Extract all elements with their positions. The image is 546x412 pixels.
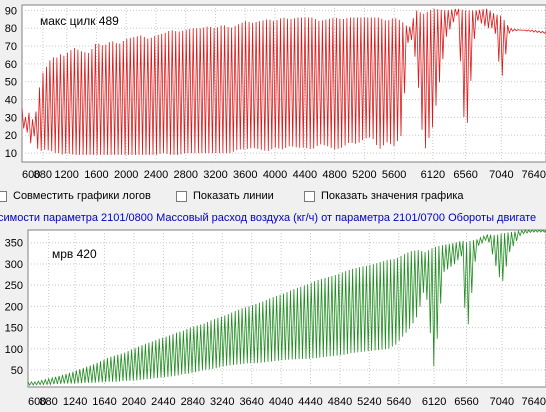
x-tick-label: 6560	[454, 396, 478, 408]
series-line	[27, 229, 546, 387]
y-tick-label: 250	[5, 280, 23, 292]
x-tick-label: 6560	[453, 169, 477, 181]
x-tick-label: 7040	[489, 169, 513, 181]
y-tick-label: 70	[5, 41, 17, 53]
x-tick-label: 3200	[203, 169, 227, 181]
y-tick-label: 10	[5, 148, 17, 160]
show-values-option[interactable]: Показать значения графика	[304, 190, 464, 202]
y-tick-label: 60	[5, 59, 17, 71]
x-tick-label: 4800	[322, 169, 346, 181]
x-tick-label: 7640	[522, 396, 546, 408]
x-tick-label: 6120	[422, 396, 446, 408]
show-lines-option[interactable]: Показать линии	[176, 190, 274, 202]
y-tick-label: 30	[5, 112, 17, 124]
combine-logs-label: Совместить графики логов	[13, 190, 151, 202]
y-tick-label: 50	[11, 365, 23, 377]
x-tick-label: 3600	[233, 169, 257, 181]
x-tick-label: 4400	[293, 169, 317, 181]
x-tick-label: 880	[34, 169, 52, 181]
y-tick-label: 50	[5, 77, 17, 89]
x-tick-label: 880	[39, 396, 57, 408]
x-tick-label: 1200	[54, 169, 78, 181]
chart-caption: симости параметра 2101/0800 Массовый рас…	[0, 212, 537, 224]
x-tick-label: 4040	[269, 396, 293, 408]
bottom-chart-panel[interactable]: мрв 420 600 880 1240 1640 2040 2440 2840 3240 36…	[0, 228, 546, 412]
y-tick-label: 20	[5, 130, 17, 142]
options-bar: Совместить графики логов Показать линии …	[0, 186, 546, 208]
x-tick-label: 600	[22, 169, 40, 181]
x-tick-label: 5600	[382, 169, 406, 181]
chart-caption-bar: симости параметра 2101/0800 Массовый рас…	[0, 208, 546, 228]
x-tick-label: 2040	[122, 396, 146, 408]
y-tick-label: 150	[5, 323, 23, 335]
y-tick-label: 100	[5, 344, 23, 356]
x-tick-label: 5640	[387, 396, 411, 408]
top-chart-panel[interactable]: макс цилк 489 600 880 1200 1600 2000 2400 2800…	[0, 0, 546, 186]
x-tick-label: 5200	[352, 169, 376, 181]
show-lines-checkbox[interactable]	[176, 190, 187, 202]
x-tick-label: 600	[28, 396, 46, 408]
show-values-label: Показать значения графика	[321, 190, 464, 202]
x-tick-label: 4840	[328, 396, 352, 408]
x-tick-label: 4000	[263, 169, 287, 181]
show-lines-label: Показать линии	[193, 190, 274, 202]
series-line	[21, 8, 546, 155]
x-tick-label: 3240	[210, 396, 234, 408]
bottom-chart-title: мрв 420	[52, 247, 97, 261]
y-tick-label: 200	[5, 301, 23, 313]
y-tick-label: 300	[5, 259, 23, 271]
x-tick-label: 6120	[421, 169, 445, 181]
x-tick-label: 1240	[63, 396, 87, 408]
y-tick-label: 90	[5, 5, 17, 17]
x-tick-label: 2800	[174, 169, 198, 181]
x-tick-label: 7040	[490, 396, 514, 408]
x-tick-label: 2000	[114, 169, 138, 181]
y-tick-label: 40	[5, 95, 17, 107]
show-values-checkbox[interactable]	[304, 190, 315, 202]
combine-logs-checkbox[interactable]	[0, 190, 7, 202]
combine-logs-option[interactable]: Совместить графики логов	[0, 190, 151, 202]
y-tick-label: 350	[5, 238, 23, 250]
x-tick-label: 7640	[522, 169, 546, 181]
x-tick-label: 3640	[239, 396, 263, 408]
top-chart-title: макс цилк 489	[40, 14, 119, 28]
x-tick-label: 1640	[92, 396, 116, 408]
x-tick-label: 2400	[144, 169, 168, 181]
x-tick-label: 5240	[357, 396, 381, 408]
y-tick-label: 80	[5, 23, 17, 35]
x-tick-label: 2440	[151, 396, 175, 408]
x-tick-label: 1600	[84, 169, 108, 181]
x-tick-label: 2840	[181, 396, 205, 408]
x-tick-label: 4440	[298, 396, 322, 408]
